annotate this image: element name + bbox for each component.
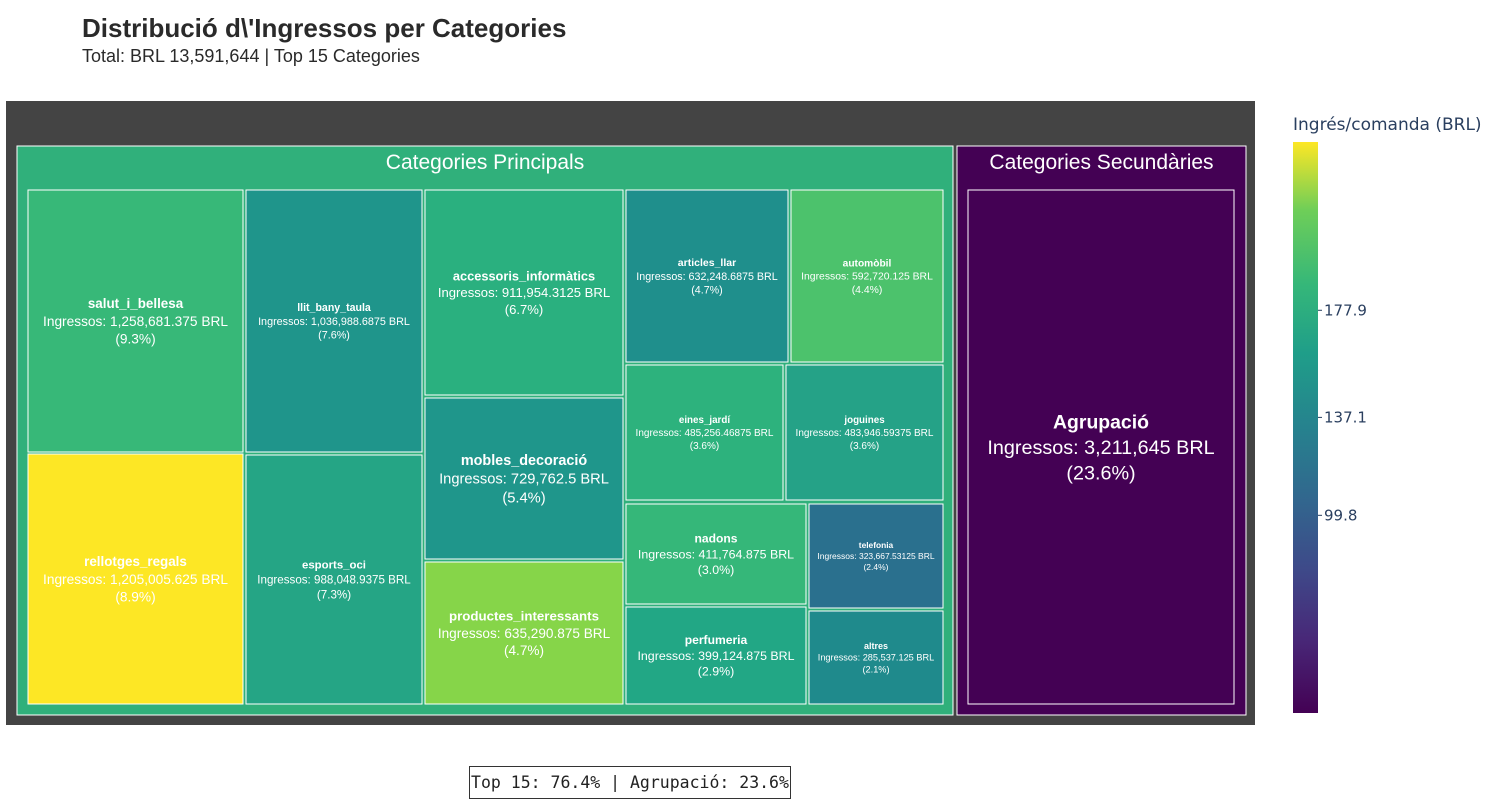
colorbar-gradient [1293, 142, 1318, 713]
tile-label-salut-i-bellesa-value: Ingressos: 1,258,681.375 BRL [43, 314, 228, 329]
tile-label-joguines-name: joguines [843, 415, 885, 426]
tile-agrupacio[interactable] [967, 189, 1235, 705]
tile-label-perfumeria-pct: (2.9%) [698, 665, 735, 679]
tile-label-productes-interessants-pct: (4.7%) [504, 643, 544, 658]
tile-label-salut-i-bellesa-name: salut_i_bellesa [88, 296, 184, 311]
tile-label-productes-interessants-value: Ingressos: 635,290.875 BRL [438, 626, 611, 641]
tile-label-esports-oci-name: esports_oci [302, 560, 366, 572]
tile-label-agrupacio-pct: (23.6%) [1066, 462, 1135, 484]
tile-label-salut-i-bellesa-pct: (9.3%) [115, 331, 155, 346]
tile-accessoris-informatics[interactable] [424, 189, 624, 396]
tile-label-rellotges-regals-name: rellotges_regals [84, 554, 187, 569]
tile-label-llit-bany-taula-pct: (7.6%) [318, 330, 350, 342]
colorbar-title: Ingrés/comanda (BRL) [1293, 115, 1482, 135]
tile-label-articles-llar-pct: (4.7%) [691, 284, 722, 296]
tile-label-articles-llar-name: articles_llar [678, 257, 736, 269]
colorbar-tick-label: 177.9 [1324, 301, 1367, 319]
tile-mobles-decoracio[interactable] [424, 397, 624, 560]
tile-label-mobles-decoracio-pct: (5.4%) [502, 491, 545, 507]
colorbar: Ingrés/comanda (BRL) 177.9 137.1 99.8 [1293, 115, 1482, 713]
tile-label-eines-jardi-pct: (3.6%) [690, 441, 719, 452]
tile-label-perfumeria-name: perfumeria [685, 633, 748, 647]
tile-label-automobil-value: Ingressos: 592,720.125 BRL [801, 272, 933, 283]
tile-label-mobles-decoracio-value: Ingressos: 729,762.5 BRL [439, 472, 609, 488]
summary-note: Top 15: 76.4% | Agrupació: 23.6% [469, 766, 791, 799]
tile-label-llit-bany-taula-name: llit_bany_taula [297, 302, 371, 314]
tile-esports-oci[interactable] [245, 454, 423, 705]
tile-salut-i-bellesa[interactable] [27, 189, 244, 453]
tile-label-rellotges-regals-pct: (8.9%) [115, 589, 155, 604]
tile-label-agrupacio-name: Agrupació [1053, 412, 1149, 434]
tile-label-accessoris-informatics-value: Ingressos: 911,954.3125 BRL [438, 285, 610, 300]
tile-label-llit-bany-taula-value: Ingressos: 1,036,988.6875 BRL [258, 316, 410, 328]
colorbar-tick-label: 99.8 [1324, 506, 1357, 524]
treemap-chart: Categories Principals salut_i_bellesa Ingr… [6, 101, 1482, 725]
tile-telefonia[interactable] [808, 503, 944, 609]
tile-label-articles-llar-value: Ingressos: 632,248.6875 BRL [636, 271, 777, 283]
tile-label-joguines-value: Ingressos: 483,946.59375 BRL [796, 428, 934, 439]
tile-perfumeria[interactable] [625, 606, 807, 705]
group-label-categories-secundaries: Categories Secundàries [989, 151, 1213, 174]
tile-joguines[interactable] [785, 364, 944, 501]
tile-label-telefonia-pct: (2.4%) [863, 562, 888, 572]
tile-label-joguines-pct: (3.6%) [850, 441, 879, 452]
tile-label-eines-jardi-value: Ingressos: 485,256.46875 BRL [636, 428, 774, 439]
tile-productes-interessants[interactable] [424, 561, 624, 705]
tile-label-accessoris-informatics-name: accessoris_informàtics [453, 268, 595, 283]
tile-label-perfumeria-value: Ingressos: 399,124.875 BRL [637, 649, 794, 663]
tile-label-telefonia-name: telefonia [859, 540, 894, 550]
tile-label-nadons-pct: (3.0%) [698, 563, 735, 577]
colorbar-tick-label: 137.1 [1324, 408, 1367, 426]
tile-label-automobil-name: automòbil [843, 258, 892, 269]
tile-rellotges-regals[interactable] [27, 453, 244, 705]
tile-articles-llar[interactable] [625, 189, 789, 363]
tile-nadons[interactable] [625, 503, 807, 605]
tile-label-rellotges-regals-value: Ingressos: 1,205,005.625 BRL [43, 572, 228, 587]
chart-subtitle: Total: BRL 13,591,644 | Top 15 Categorie… [82, 46, 420, 66]
tile-label-altres-value: Ingressos: 285,537.125 BRL [818, 653, 934, 663]
tile-label-esports-oci-value: Ingressos: 988,048.9375 BRL [257, 574, 411, 587]
chart-title: Distribució d\'Ingressos per Categories [82, 13, 567, 43]
tile-automobil[interactable] [790, 189, 944, 363]
tile-label-altres-pct: (2.1%) [862, 665, 889, 675]
tile-label-productes-interessants-name: productes_interessants [449, 608, 599, 623]
tile-label-telefonia-value: Ingressos: 323,667.53125 BRL [817, 551, 934, 561]
tile-llit-bany-taula[interactable] [245, 189, 423, 453]
tile-label-eines-jardi-name: eines_jardí [679, 415, 730, 426]
group-label-categories-principals: Categories Principals [386, 151, 584, 174]
tile-label-nadons-name: nadons [694, 532, 737, 546]
tile-label-agrupacio-value: Ingressos: 3,211,645 BRL [987, 437, 1214, 459]
tile-label-automobil-pct: (4.4%) [852, 285, 883, 296]
tile-label-altres-name: altres [864, 641, 888, 651]
tile-label-mobles-decoracio-name: mobles_decoració [461, 453, 588, 469]
tile-altres[interactable] [808, 610, 944, 705]
tile-label-accessoris-informatics-pct: (6.7%) [505, 302, 544, 317]
tile-label-nadons-value: Ingressos: 411,764.875 BRL [638, 547, 794, 561]
tile-label-esports-oci-pct: (7.3%) [317, 588, 351, 601]
tile-eines-jardi[interactable] [625, 364, 784, 501]
